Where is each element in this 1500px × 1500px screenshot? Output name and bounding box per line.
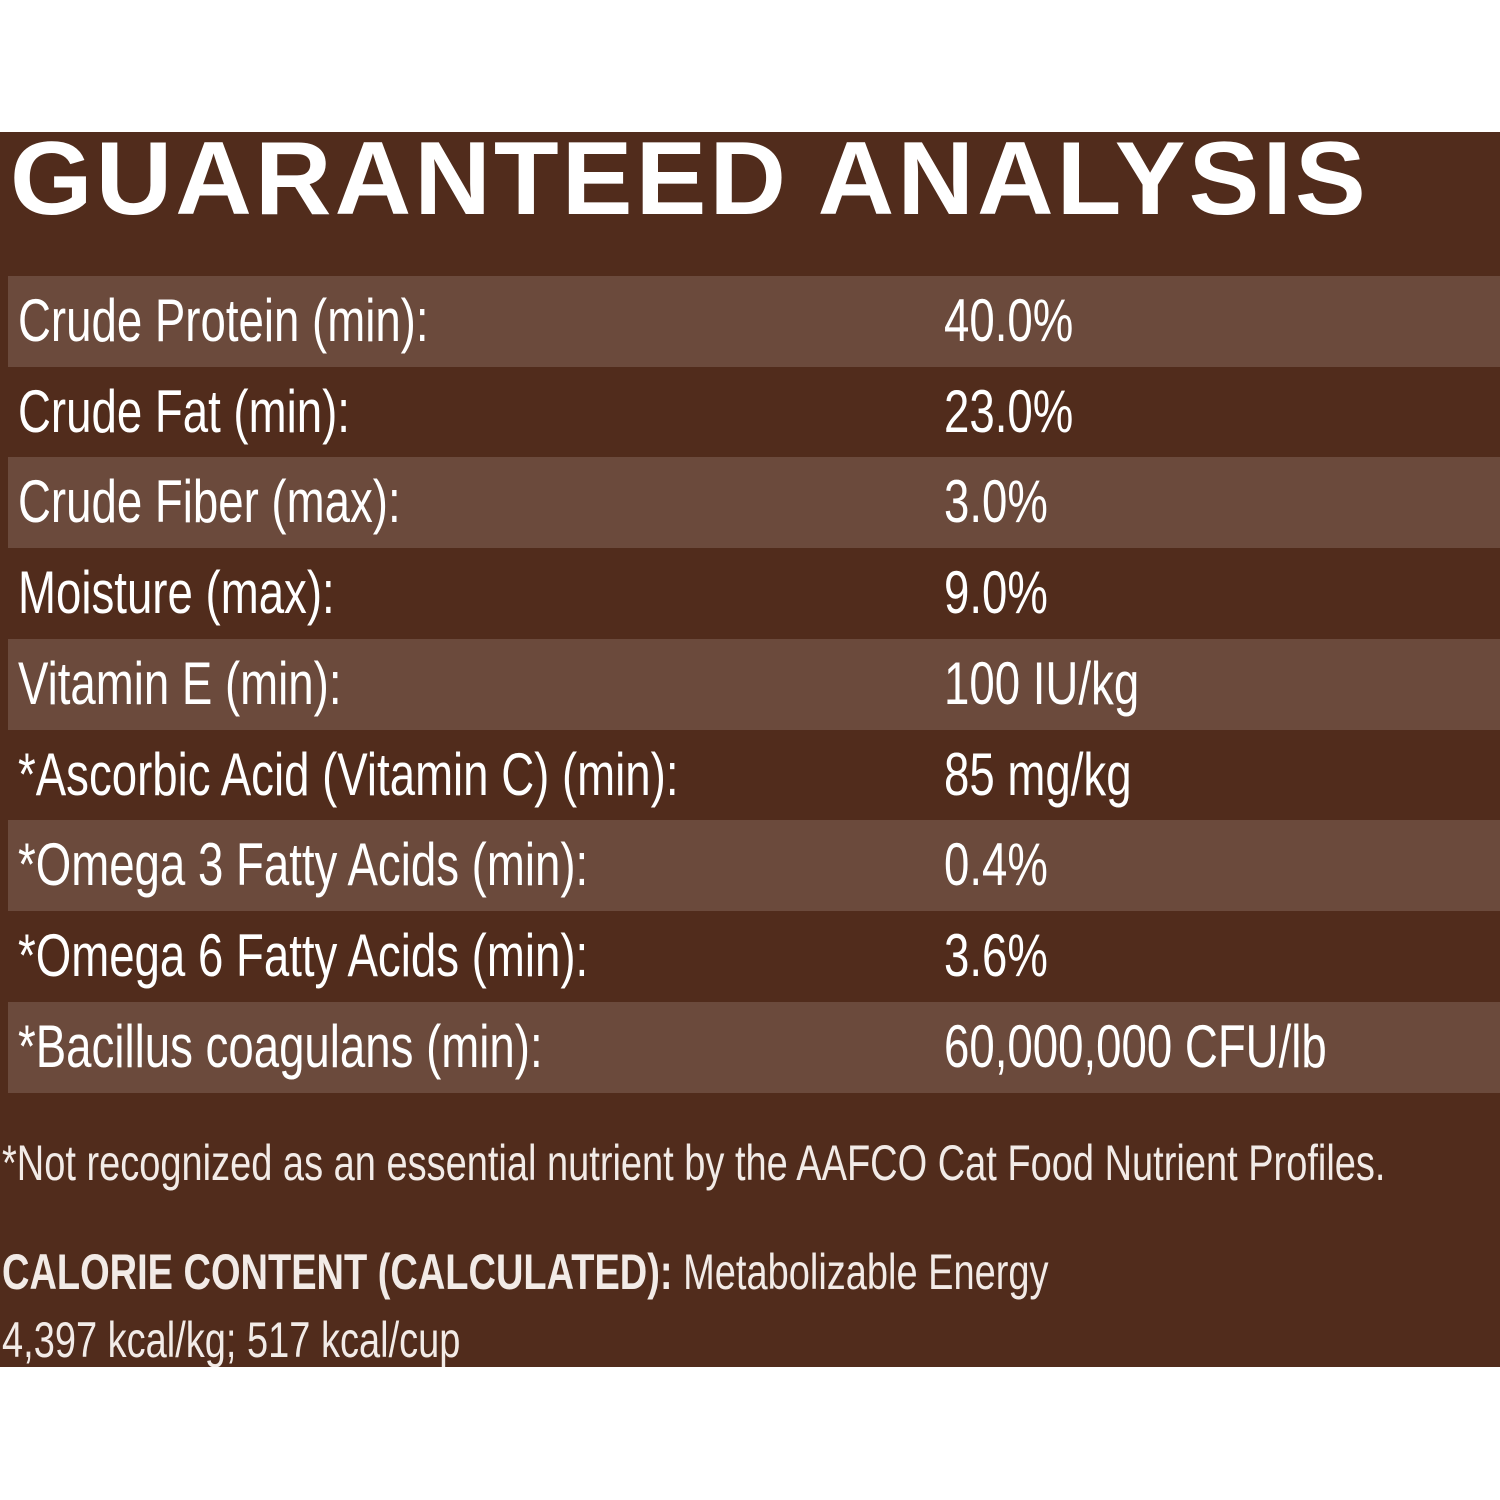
nutrient-label: Moisture (max):: [18, 559, 335, 627]
calorie-line: CALORIE CONTENT (CALCULATED): Metaboliza…: [2, 1244, 1379, 1300]
table-row: *Omega 3 Fatty Acids (min): 0.4%: [8, 820, 1500, 912]
nutrient-label: *Omega 3 Fatty Acids (min):: [18, 831, 589, 899]
calorie-line1: Metabolizable Energy: [683, 1244, 1049, 1300]
nutrient-value: 3.0%: [944, 468, 1048, 536]
analysis-panel: GUARANTEED ANALYSIS Crude Protein (min):…: [0, 132, 1500, 1367]
nutrient-label: Crude Fat (min):: [18, 377, 350, 445]
nutrient-label: *Bacillus coagulans (min):: [18, 1012, 543, 1080]
calorie-line2: 4,397 kcal/kg; 517 kcal/cup: [2, 1312, 461, 1367]
nutrient-value: 9.0%: [944, 559, 1048, 627]
nutrient-label: *Ascorbic Acid (Vitamin C) (min):: [18, 740, 679, 808]
nutrient-label: Crude Fiber (max):: [18, 468, 401, 536]
table-row: *Bacillus coagulans (min): 60,000,000 CFU…: [8, 1001, 1500, 1093]
nutrient-value: 60,000,000 CFU/lb: [944, 1012, 1327, 1080]
table-row: Moisture (max): 9.0%: [8, 548, 1500, 639]
nutrient-value: 40.0%: [944, 287, 1074, 354]
table-row: *Ascorbic Acid (Vitamin C) (min): 85 mg/k…: [8, 730, 1500, 821]
table-row: *Omega 6 Fatty Acids (min): 3.6%: [8, 911, 1500, 1002]
table-row: Vitamin E (min): 100 IU/kg: [8, 638, 1500, 730]
nutrient-label: *Omega 6 Fatty Acids (min):: [18, 921, 589, 989]
footnote: *Not recognized as an essential nutrient…: [2, 1135, 1386, 1191]
nutrient-value: 85 mg/kg: [944, 740, 1132, 808]
table-row: Crude Protein (min): 40.0%: [8, 276, 1500, 367]
footnote-line: *Not recognized as an essential nutrient…: [2, 1135, 1500, 1191]
calorie-label: CALORIE CONTENT (CALCULATED):: [2, 1244, 673, 1300]
calorie-line: 4,397 kcal/kg; 517 kcal/cup: [2, 1312, 605, 1367]
table-row: Crude Fiber (max): 3.0%: [8, 457, 1500, 549]
table-row: Crude Fat (min): 23.0%: [8, 367, 1500, 458]
nutrient-label: Crude Protein (min):: [18, 287, 429, 354]
nutrient-value: 23.0%: [944, 377, 1074, 445]
calorie-text: CALORIE CONTENT (CALCULATED): Metaboliza…: [2, 1244, 1049, 1300]
title: GUARANTEED ANALYSIS: [10, 132, 1369, 237]
nutrient-label: Vitamin E (min):: [18, 649, 342, 717]
nutrient-value: 0.4%: [944, 831, 1048, 899]
nutrient-value: 100 IU/kg: [944, 649, 1140, 717]
nutrient-value: 3.6%: [944, 921, 1048, 989]
